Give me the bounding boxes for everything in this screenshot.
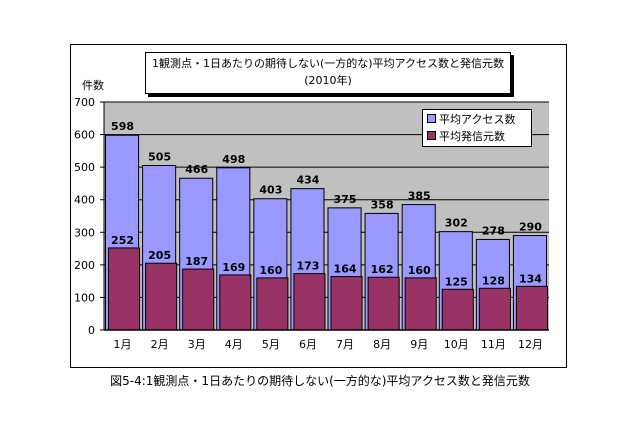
y-tick-label: 0: [88, 324, 95, 337]
y-tick-label: 400: [74, 194, 95, 207]
bar-source: [330, 276, 363, 331]
bar-source: [293, 273, 326, 331]
legend-swatch: [427, 114, 436, 123]
bar-source: [219, 274, 252, 331]
legend-item-access: 平均アクセス数: [423, 110, 531, 127]
legend-label: 平均発信元数: [439, 129, 505, 143]
x-tick-label: 12月: [518, 338, 543, 351]
x-tick-label: 7月: [336, 338, 354, 351]
data-label-access: 498: [222, 153, 245, 166]
legend-label: 平均アクセス数: [439, 112, 516, 126]
x-tick-label: 3月: [188, 338, 206, 351]
y-axis-label: 件数: [82, 79, 104, 92]
bar-source: [256, 277, 289, 331]
data-label-source: 187: [185, 255, 208, 268]
y-tick-label: 200: [74, 259, 95, 272]
bar-source: [108, 247, 141, 331]
data-label-access: 278: [482, 224, 505, 237]
bar-source: [441, 288, 474, 331]
data-label-source: 125: [445, 275, 468, 288]
bar-source: [367, 276, 400, 331]
subtitle-text: (2010年): [304, 74, 352, 87]
data-label-access: 385: [408, 190, 431, 203]
x-tick-label: 9月: [410, 338, 428, 351]
bar-source: [404, 277, 437, 331]
y-tick-label: 700: [74, 96, 95, 109]
bar-source: [478, 287, 511, 331]
x-tick-label: 10月: [444, 338, 469, 351]
legend: 平均アクセス数 平均発信元数: [422, 109, 532, 147]
figure-caption: 図5-4:1観測点・1日あたりの期待しない(一方的な)平均アクセス数と発信元数: [110, 374, 530, 388]
x-tick-label: 8月: [373, 338, 391, 351]
x-tick-label: 11月: [481, 338, 506, 351]
data-label-access: 290: [519, 221, 542, 234]
y-tick-label: 500: [74, 161, 95, 174]
data-label-source: 205: [148, 249, 171, 262]
data-label-access: 466: [185, 163, 208, 176]
data-label-source: 173: [296, 260, 319, 273]
data-label-access: 505: [148, 151, 171, 164]
legend-item-source: 平均発信元数: [423, 127, 531, 144]
x-tick-label: 1月: [114, 338, 132, 351]
data-label-access: 434: [296, 174, 319, 187]
chart-title: 1観測点・1日あたりの期待しない(一方的な)平均アクセス数と発信元数 (2010…: [145, 52, 511, 94]
data-label-source: 252: [111, 234, 134, 247]
data-label-access: 358: [371, 198, 394, 211]
data-label-source: 164: [334, 263, 357, 276]
data-label-access: 403: [259, 184, 282, 197]
data-label-source: 128: [482, 274, 505, 287]
data-label-access: 375: [334, 193, 357, 206]
data-label-source: 134: [519, 272, 542, 285]
data-label-source: 169: [222, 261, 245, 274]
x-tick-label: 6月: [299, 338, 317, 351]
data-label-source: 162: [371, 263, 394, 276]
x-tick-label: 2月: [151, 338, 169, 351]
bar-source: [515, 285, 549, 331]
title-text: 1観測点・1日あたりの期待しない(一方的な)平均アクセス数と発信元数: [151, 57, 505, 70]
bar-source: [145, 262, 178, 331]
bar-source: [182, 268, 215, 331]
data-label-source: 160: [408, 264, 431, 277]
data-label-access: 302: [445, 217, 468, 230]
legend-swatch: [427, 131, 436, 140]
y-tick-label: 100: [74, 291, 95, 304]
x-tick-label: 4月: [225, 338, 243, 351]
x-tick-label: 5月: [262, 338, 280, 351]
y-tick-label: 300: [74, 226, 95, 239]
y-tick-label: 600: [74, 129, 95, 142]
data-label-access: 598: [111, 120, 134, 133]
data-label-source: 160: [259, 264, 282, 277]
